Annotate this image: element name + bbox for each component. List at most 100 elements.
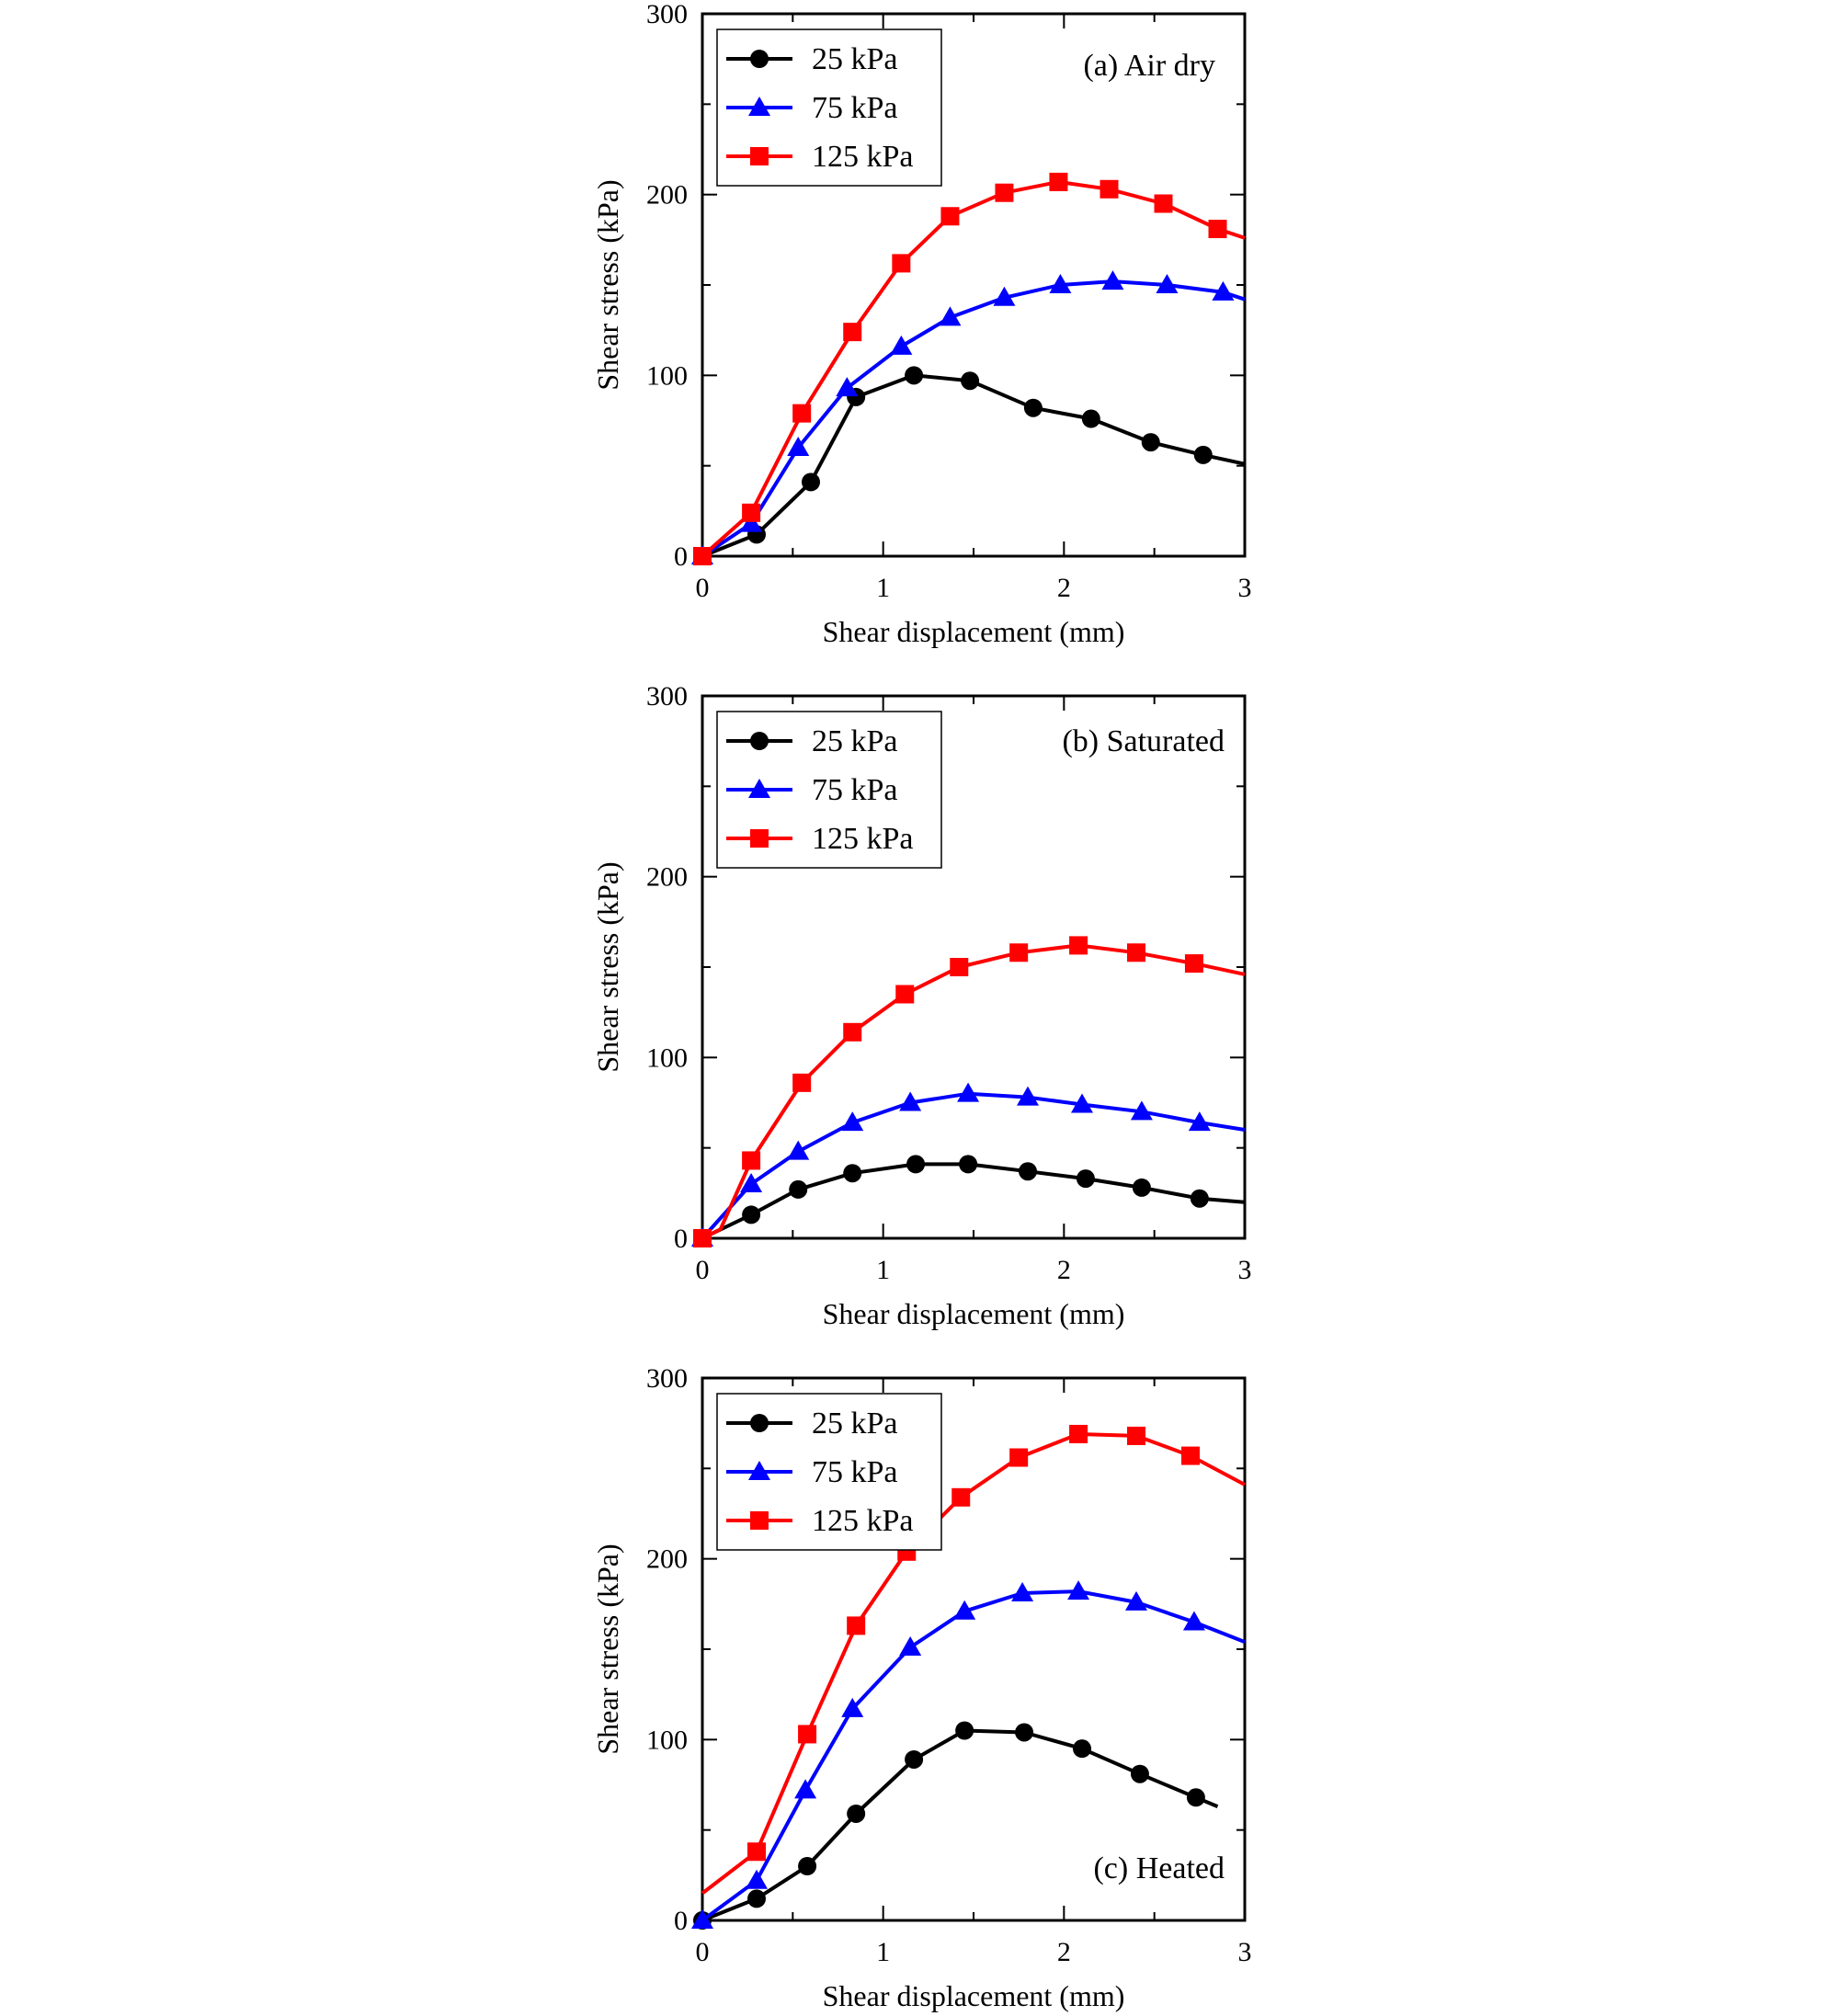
data-point-circle — [1141, 433, 1160, 452]
data-point-triangle — [841, 1111, 864, 1132]
data-point-circle — [1019, 1162, 1037, 1181]
panel-title: (b) Saturated — [1062, 724, 1225, 758]
series-line — [701, 179, 1246, 558]
axis-ticks — [701, 13, 1246, 557]
y-tick-label: 0 — [674, 541, 688, 572]
y-tick-label: 300 — [646, 681, 688, 712]
data-point-square — [1154, 194, 1173, 213]
panel-c: 0 1 2 3 0 100 200 300 Shear displacement… — [591, 1363, 1252, 2012]
data-point-circle — [798, 1857, 817, 1875]
legend-label: 25 kPa — [812, 1407, 898, 1441]
y-tick-label: 100 — [646, 1725, 688, 1755]
legend-marker-square — [750, 829, 769, 848]
data-point-circle — [905, 366, 924, 385]
data-point-square — [1009, 943, 1029, 962]
data-point-triangle — [993, 286, 1016, 306]
legend-marker-square — [750, 147, 769, 165]
x-tick-label: 1 — [876, 573, 890, 603]
data-point-square — [1184, 954, 1203, 974]
panel-b: 0 1 2 3 0 100 200 300 Shear displacement… — [591, 681, 1252, 1330]
y-axis-title: Shear stress (kPa) — [591, 861, 624, 1072]
x-axis-title: Shear displacement (mm) — [823, 1979, 1125, 2012]
data-point-circle — [1132, 1178, 1151, 1197]
x-tick-label: 1 — [876, 1937, 890, 1967]
data-point-square — [747, 1842, 766, 1862]
data-point-circle — [1193, 445, 1213, 464]
legend: 25 kPa 75 kPa 125 kPa — [716, 1393, 942, 1551]
data-point-square — [940, 207, 960, 226]
data-point-square — [1009, 1448, 1029, 1467]
data-point-square — [798, 1725, 817, 1744]
legend-marker-circle — [750, 1414, 769, 1432]
x-tick-label: 2 — [1057, 1937, 1071, 1967]
data-point-square — [1100, 179, 1119, 199]
data-point-square — [1069, 1424, 1088, 1443]
x-tick-label: 2 — [1057, 1255, 1071, 1285]
data-point-square — [1049, 172, 1068, 191]
y-tick-label: 200 — [646, 1544, 688, 1575]
legend-label: 25 kPa — [812, 42, 898, 76]
data-point-circle — [1130, 1764, 1149, 1783]
data-point-triangle — [1188, 1111, 1211, 1132]
data-point-triangle — [1156, 274, 1179, 293]
data-point-triangle — [957, 1082, 980, 1102]
x-tick-label: 3 — [1238, 573, 1252, 603]
data-point-triangle — [787, 437, 810, 456]
series-line — [701, 373, 1246, 558]
data-point-square — [742, 1151, 761, 1170]
data-point-triangle — [890, 335, 913, 355]
series-layer — [691, 1424, 1246, 1930]
data-point-square — [1181, 1446, 1200, 1465]
data-point-square — [1069, 936, 1088, 955]
data-point-square — [693, 547, 712, 565]
legend-label: 125 kPa — [812, 140, 914, 174]
data-point-circle — [1190, 1189, 1209, 1208]
x-tick-label: 0 — [696, 573, 710, 603]
data-point-square — [1127, 943, 1145, 962]
legend-label: 75 kPa — [812, 773, 898, 807]
data-point-triangle — [899, 1636, 922, 1657]
data-point-circle — [802, 473, 820, 492]
data-point-square — [693, 1229, 712, 1247]
data-point-square — [892, 254, 911, 273]
data-point-circle — [906, 1155, 926, 1174]
data-point-triangle — [899, 1091, 922, 1111]
data-point-circle — [843, 1164, 862, 1183]
data-point-circle — [905, 1749, 924, 1769]
x-tick-label: 3 — [1238, 1255, 1252, 1285]
tick-labels: 0 1 2 3 0 100 200 300 — [646, 1363, 1252, 1967]
legend-label: 25 kPa — [812, 724, 898, 758]
data-point-triangle — [740, 1173, 763, 1192]
data-point-square — [951, 1487, 971, 1507]
y-tick-label: 100 — [646, 1042, 688, 1073]
y-tick-label: 200 — [646, 862, 688, 893]
legend-marker-triangle — [748, 97, 770, 116]
legend-marker-triangle — [748, 779, 770, 798]
data-point-triangle — [1125, 1590, 1147, 1611]
data-point-triangle — [939, 306, 962, 326]
data-point-circle — [959, 1155, 978, 1174]
data-point-circle — [789, 1179, 808, 1199]
data-point-triangle — [1011, 1582, 1034, 1602]
data-point-triangle — [740, 512, 763, 532]
data-point-square — [950, 958, 969, 976]
series-line — [701, 1162, 1246, 1240]
data-point-triangle — [787, 1140, 810, 1160]
tick-labels: 0 1 2 3 0 100 200 300 — [646, 0, 1252, 603]
data-point-circle — [955, 1721, 974, 1740]
x-tick-label: 2 — [1057, 573, 1071, 603]
y-tick-label: 0 — [674, 1224, 688, 1254]
data-point-circle — [961, 371, 980, 391]
data-point-triangle — [1049, 274, 1072, 293]
y-axis-title: Shear stress (kPa) — [591, 179, 624, 390]
data-point-square — [995, 183, 1014, 202]
legend-marker-circle — [750, 732, 769, 750]
data-point-triangle — [1212, 280, 1235, 301]
data-point-triangle — [1182, 1611, 1205, 1631]
y-tick-label: 0 — [674, 1906, 688, 1936]
data-point-triangle — [1017, 1086, 1039, 1106]
x-tick-label: 0 — [696, 1255, 710, 1285]
data-point-triangle — [1071, 1093, 1093, 1113]
data-point-circle — [847, 1804, 866, 1823]
x-axis-title: Shear displacement (mm) — [823, 615, 1125, 648]
